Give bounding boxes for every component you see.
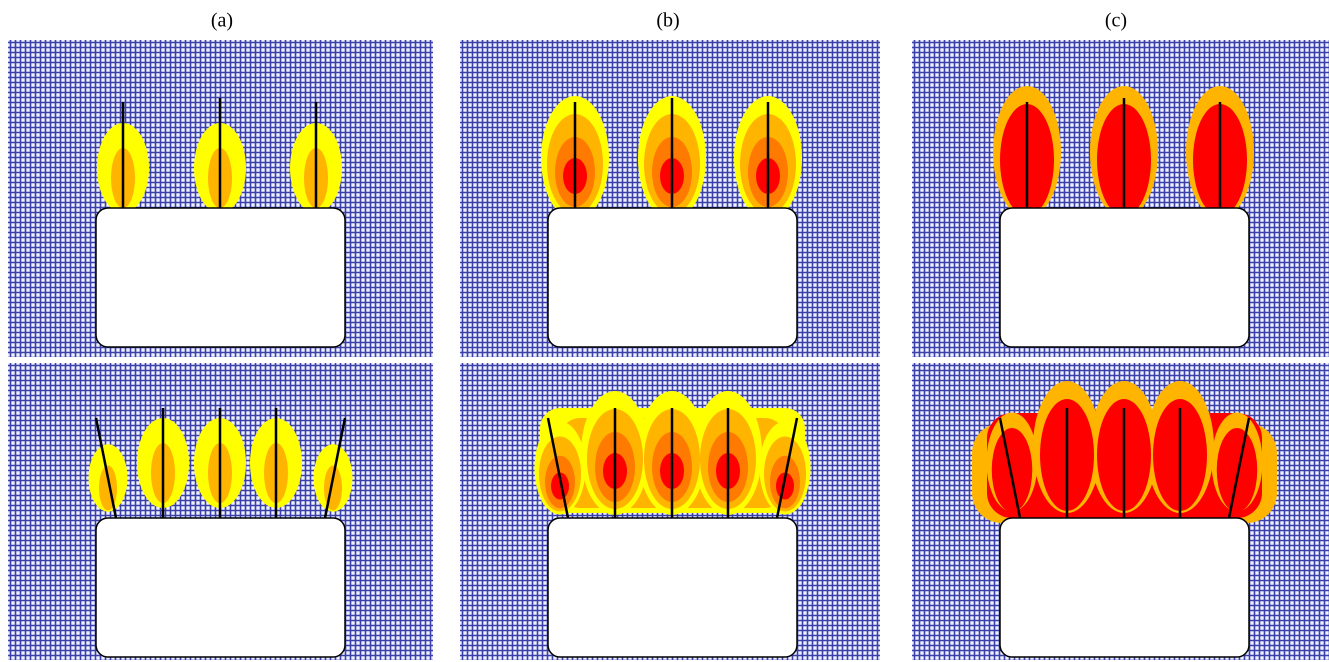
panel-label: (b) <box>656 10 679 32</box>
rock-bolt <box>998 417 1022 519</box>
simulation-panel <box>8 40 433 357</box>
rock-bolt <box>1227 417 1251 519</box>
tunnel-opening <box>95 207 346 348</box>
simulation-panel <box>912 363 1329 660</box>
panel-label: (c) <box>1105 10 1127 32</box>
rock-bolt <box>775 417 799 519</box>
rock-bolt <box>94 417 118 519</box>
rock-bolt <box>323 417 347 519</box>
tunnel-opening <box>547 207 798 348</box>
damage-zone <box>1216 428 1258 512</box>
damage-zone <box>551 472 569 500</box>
damage-zone <box>776 472 794 500</box>
tunnel-opening <box>999 517 1250 658</box>
tunnel-opening <box>95 517 346 658</box>
simulation-panel <box>912 40 1329 357</box>
panel-label: (a) <box>211 10 233 32</box>
rock-bolt <box>546 417 570 519</box>
simulation-panel <box>460 363 880 660</box>
damage-zone <box>991 428 1033 512</box>
simulation-panel <box>8 363 433 660</box>
simulation-panel <box>460 40 880 357</box>
tunnel-opening <box>547 517 798 658</box>
tunnel-opening <box>999 207 1250 348</box>
